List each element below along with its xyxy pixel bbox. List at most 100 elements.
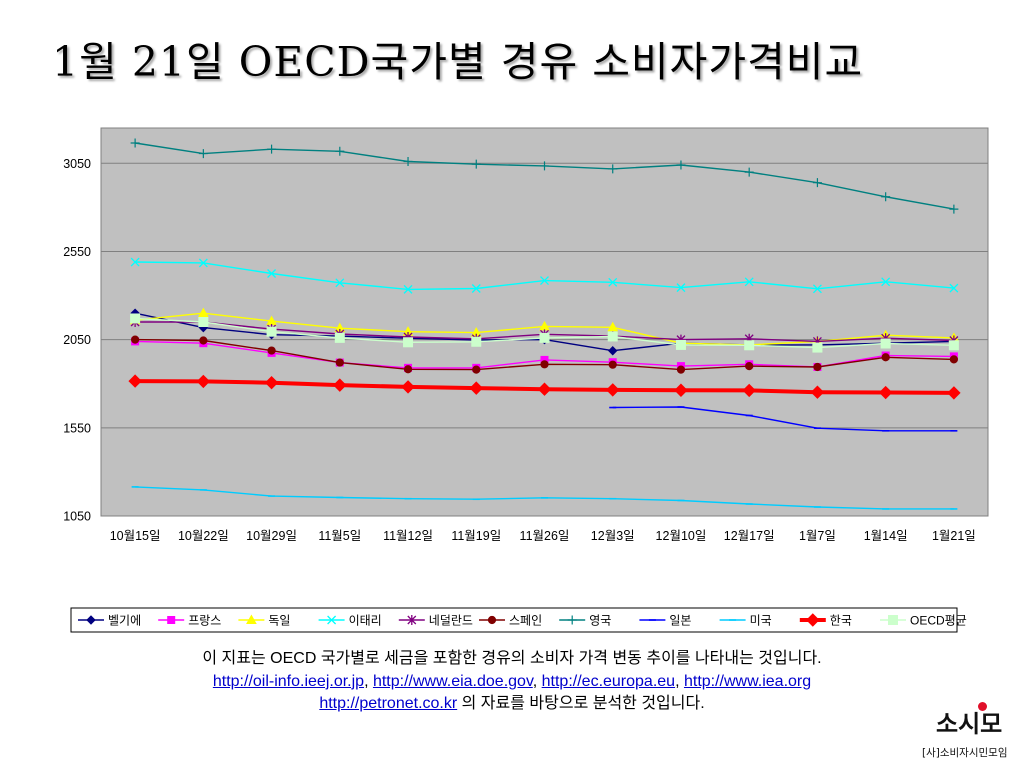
marker [267,144,277,154]
marker [403,337,414,348]
marker [471,159,481,169]
series-일본 [609,406,958,432]
slide-title: 1월 21일 OECD국가별 경유 소비자가격비교 [52,38,864,86]
description-line-2: http://oil-info.ieej.or.jp, http://www.e… [60,671,964,694]
marker [949,204,959,214]
legend-item: 벨기에 [78,614,141,628]
marker [401,380,415,394]
y-tick-label: 2050 [63,333,91,347]
legend: 벨기에 프랑스 독일 이태리 네덜란드 스페인 영국 일본 미국 한국 OECD평균 [78,613,967,628]
marker [86,615,96,625]
source-link-europa[interactable]: http://ec.europa.eu [541,672,676,690]
legend-item: 미국 [719,614,772,628]
marker [812,284,822,294]
source-link-eia[interactable]: http://www.eia.doe.gov [372,672,533,690]
logo-sub-text: [사]소비자시민모임 [922,747,1008,759]
legend-label: 한국 [830,614,852,628]
marker [487,615,497,625]
x-tick-label: 11월12일 [383,529,433,543]
description-line-3: http://petronet.co.kr 의 자료를 바탕으로 분석한 것입니… [60,693,964,716]
legend-item: 이태리 [318,614,382,628]
x-tick-label: 11월19일 [451,529,501,543]
legend-label: 벨기에 [108,614,141,628]
marker [888,615,898,625]
legend-item: 독일 [238,614,290,628]
series-이태리 [130,257,959,294]
y-tick-label: 3050 [63,157,91,171]
marker [471,336,482,347]
marker [674,383,688,397]
marker [469,381,483,395]
series-group [128,138,961,510]
source-link-petronet[interactable]: http://petronet.co.kr [319,695,458,712]
separator: , [532,672,542,690]
marker [607,331,618,342]
marker [540,360,549,369]
x-tick-label: 12월10일 [656,529,707,543]
marker [744,277,754,287]
marker [540,276,549,286]
series-line [612,406,954,432]
x-tick-label: 10월29일 [246,529,297,543]
marker [607,321,619,332]
marker [407,615,417,625]
marker [813,362,822,372]
legend-item: 영국 [559,614,611,628]
marker [403,365,413,374]
marker [606,383,620,397]
legend-label: 일본 [669,614,691,628]
separator: , [364,672,373,690]
x-tick-label: 1월7일 [799,529,836,543]
series-OECD평균 [130,313,959,353]
source-link-ieej[interactable]: http://oil-info.ieej.or.jp [212,672,365,690]
marker [745,361,754,371]
marker [537,382,552,396]
description-suffix: 의 자료를 바탕으로 분석한 것입니다. [457,695,705,712]
series-영국 [130,138,959,214]
y-tick-label: 1550 [63,421,91,435]
marker [197,307,209,318]
marker [327,615,337,625]
marker [198,258,208,268]
legend-item: 스페인 [479,614,542,628]
marker [403,284,413,294]
legend-label: 스페인 [509,614,542,628]
legend-item: 일본 [639,614,691,628]
legend-item: 한국 [799,613,852,628]
marker [333,378,347,392]
marker [128,374,142,388]
marker [335,278,345,288]
description: 이 지표는 OECD 국가별로 세금을 포함한 경유의 소비자 가격 변동 추이… [60,648,964,716]
marker [471,284,481,293]
marker [881,353,890,362]
legend-label: 영국 [589,614,611,628]
marker [881,277,891,287]
marker [196,374,211,389]
y-tick-label: 1050 [63,510,91,524]
x-tick-label: 1월14일 [864,529,908,543]
series-미국 [131,486,958,510]
x-tick-label: 10월22일 [178,529,229,543]
marker [608,277,618,287]
marker [130,313,141,324]
marker [335,146,345,156]
marker [948,340,959,351]
marker [334,332,345,343]
marker [744,340,755,351]
y-tick-label: 2550 [63,245,91,259]
logo-main-text: 소시모 [936,710,1003,738]
x-axis-ticks: 10월15일 10월22일 10월29일 11월5일 11월12일 11월19일 11월26… [110,529,976,543]
source-link-iea[interactable]: http://www.iea.org [683,672,812,690]
marker [608,346,618,356]
marker [246,614,257,624]
description-line-1: 이 지표는 OECD 국가별로 세금을 포함한 경유의 소비자 가격 변동 추이… [202,650,822,667]
marker [267,269,277,278]
series-한국 [128,374,961,400]
marker [676,283,686,293]
marker [335,358,344,367]
marker [810,385,825,399]
marker [539,332,550,343]
marker [806,613,820,627]
marker [880,338,891,349]
